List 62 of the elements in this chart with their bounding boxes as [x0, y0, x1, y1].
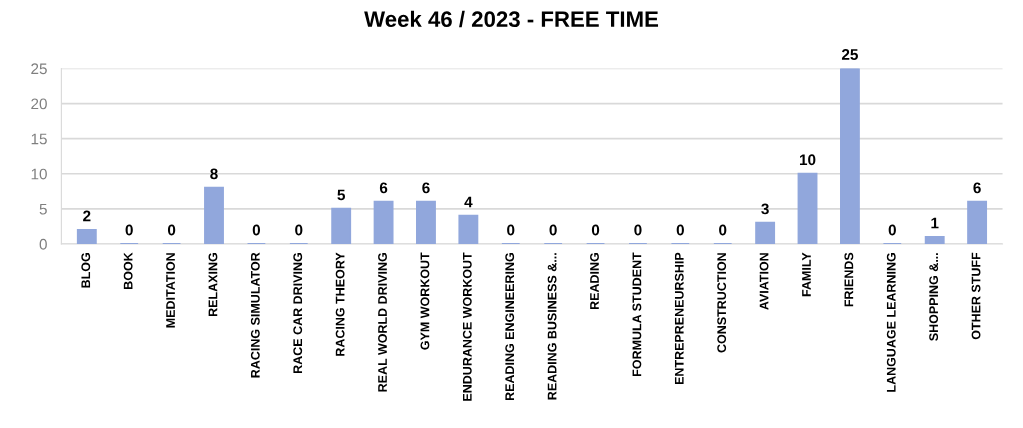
x-tick-label: RACING THEORY	[335, 252, 345, 356]
chart-title: Week 46 / 2023 - FREE TIME	[364, 10, 659, 28]
data-label: 0	[634, 224, 642, 236]
x-tick-label: REAL WORLD DRIVING	[378, 253, 387, 392]
x-tick-label: BLOG	[81, 253, 91, 288]
bar	[204, 186, 224, 244]
data-label: 10	[799, 154, 816, 166]
x-tick-label: OTHER STUFF	[971, 252, 981, 340]
data-label: 0	[252, 224, 261, 236]
x-tick-label: READING ENGINEERING	[505, 253, 515, 401]
bar	[839, 68, 860, 244]
bar	[458, 214, 479, 244]
x-tick-label: ENTREPRENEURSHIP	[674, 252, 684, 385]
x-tick-label: BOOK	[123, 252, 133, 289]
x-tick-label: FAMILY	[802, 252, 811, 297]
bar	[76, 228, 97, 244]
x-tick-label: GYM WORKOUT	[420, 252, 430, 350]
data-label: 0	[125, 224, 133, 236]
y-tick-label: 5	[39, 203, 47, 215]
data-label: 6	[379, 182, 388, 194]
bar	[797, 172, 818, 244]
data-label: 25	[841, 49, 858, 60]
data-label: 0	[167, 224, 176, 236]
bar	[924, 235, 945, 244]
data-label: 0	[719, 224, 727, 236]
x-tick-label: ENDURANCE WORKOUT	[462, 252, 472, 401]
x-tick-label: READING BUSINESS &...	[547, 253, 557, 400]
y-tick-label: 10	[31, 168, 47, 180]
data-label: 0	[676, 224, 684, 236]
data-label: 6	[973, 182, 981, 194]
y-tick-label: 20	[31, 98, 47, 110]
data-label: 4	[464, 196, 473, 208]
bar	[331, 207, 352, 244]
x-tick-label: AVIATION	[759, 253, 769, 310]
data-label: 2	[83, 210, 91, 222]
bar	[416, 200, 436, 244]
data-label: 0	[549, 224, 557, 236]
data-label: 0	[295, 224, 303, 236]
x-tick-label: RACE CAR DRIVING	[293, 253, 303, 373]
data-label: 1	[931, 217, 939, 229]
x-tick-label: LANGUAGE LEARNING	[886, 253, 896, 392]
bar	[755, 221, 776, 244]
data-label: 0	[507, 224, 515, 236]
bar	[373, 200, 394, 244]
data-label: 0	[888, 224, 896, 236]
data-label: 0	[591, 224, 600, 236]
data-label: 3	[761, 203, 769, 215]
y-tick-label: 0	[39, 238, 47, 250]
x-tick-label: RACING SIMULATOR	[250, 252, 260, 378]
data-label: 8	[210, 168, 218, 180]
data-label: 6	[422, 182, 430, 194]
x-tick-label: FRIENDS	[844, 252, 854, 307]
data-label: 5	[337, 189, 346, 201]
x-tick-label: FORMULA STUDENT	[632, 252, 642, 376]
y-tick-label: 15	[31, 133, 47, 145]
x-tick-label: READING	[590, 253, 599, 310]
x-tick-label: MEDITATION	[166, 253, 175, 328]
x-tick-label: SHOPPING &...	[929, 253, 939, 341]
bar	[967, 200, 988, 244]
y-tick-label: 25	[31, 63, 47, 75]
x-tick-label: CONSTRUCTION	[717, 253, 727, 353]
x-tick-label: RELAXING	[208, 253, 218, 317]
